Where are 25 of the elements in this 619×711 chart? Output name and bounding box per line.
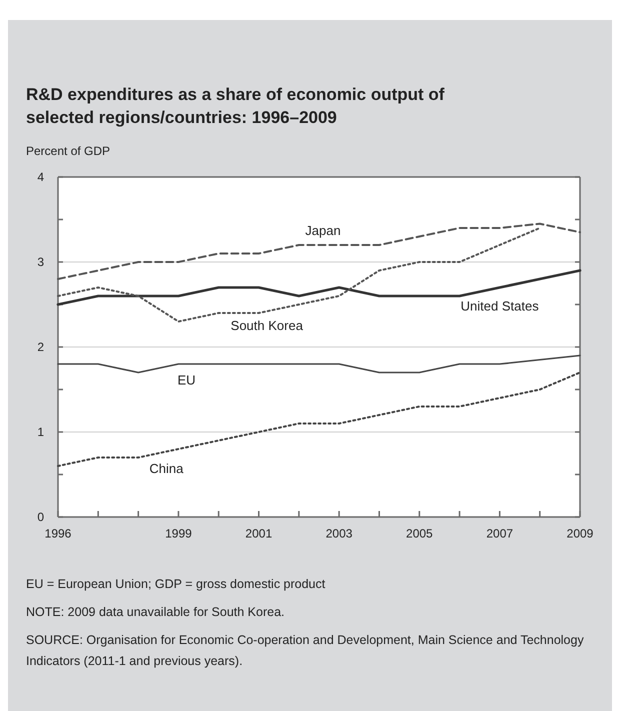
text: NOTE: 2009 data unavailable for South Korea.: [26, 605, 284, 619]
line-series: [57, 354, 581, 374]
x-tick-label: 1999: [165, 526, 192, 541]
y-tick-label: 4: [37, 170, 44, 184]
x-tick-label: 2005: [406, 526, 434, 541]
y-tick-label: 2: [37, 340, 44, 354]
line-series: [57, 222, 581, 280]
x-tick-label: 2003: [326, 526, 353, 541]
x-tick-label: 2009: [566, 526, 594, 541]
x-tick-label: 2007: [486, 526, 514, 541]
y-axis-title: Percent of GDP: [26, 144, 110, 158]
series-label: EU: [177, 372, 196, 388]
source-note: SOURCE: Organisation for Economic Co-operation and Development, Main Science and Technology Indicators (2011-1 and previous years).: [26, 633, 584, 668]
series-label: Japan: [305, 222, 341, 238]
series-label: United States: [460, 298, 540, 314]
chart-title: R&D expenditures as a share of economic output of selected regions/countries: 1996–2009: [26, 85, 445, 127]
series-label: South Korea: [230, 318, 304, 334]
y-tick-label: 1: [37, 424, 44, 439]
series-label: China: [149, 460, 184, 476]
y-tick-label: 3: [37, 254, 44, 269]
line-series: [57, 227, 541, 322]
y-tick-label: 0: [37, 510, 44, 524]
text: EU = European Union; GDP = gross domestic product: [26, 577, 326, 591]
x-tick-label: 1996: [44, 526, 72, 541]
x-tick-label: 2001: [245, 526, 272, 541]
